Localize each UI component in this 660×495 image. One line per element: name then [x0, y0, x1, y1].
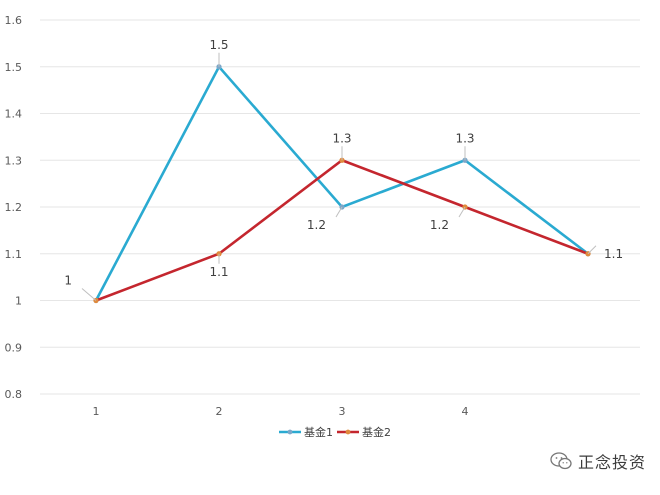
leader-line	[335, 206, 343, 218]
data-label: 1.1	[604, 247, 623, 261]
x-tick-label: 2	[216, 405, 223, 418]
y-axis: 0.8 0.9 1 1.1 1.2 1.3 1.4 1.5 1.6	[5, 14, 23, 401]
data-label: 1.5	[209, 38, 228, 52]
legend-marker	[287, 429, 293, 435]
series-line	[94, 64, 589, 302]
x-tick-label: 4	[462, 405, 469, 418]
data-label: 1.1	[209, 265, 228, 279]
y-tick-label: 1.4	[5, 108, 23, 121]
legend-label: 基金2	[362, 425, 391, 439]
legend-label: 基金1	[304, 425, 333, 439]
watermark-text: 正念投资	[577, 453, 646, 472]
y-tick-label: 1.6	[5, 14, 23, 27]
legend: 基金1 基金2	[279, 425, 391, 439]
data-labels-series-1: 1.5 1.2 1.3	[209, 38, 474, 232]
y-tick-label: 1	[15, 295, 22, 308]
legend-marker	[345, 429, 351, 435]
data-labels-series-2: 1 1.1 1.3 1.2 1.1	[64, 131, 623, 301]
data-label: 1.2	[307, 218, 326, 232]
series-1	[93, 64, 591, 304]
y-tick-label: 1.1	[5, 248, 23, 261]
x-axis: 1 2 3 4	[93, 405, 469, 418]
y-tick-label: 0.9	[5, 341, 23, 354]
series-line	[95, 158, 589, 302]
x-tick-label: 3	[339, 405, 346, 418]
data-label: 1.2	[430, 218, 449, 232]
y-tick-label: 0.8	[5, 388, 23, 401]
series-2	[93, 157, 591, 304]
watermark: 正念投资	[550, 449, 646, 473]
data-label: 1	[64, 274, 72, 288]
leader-line	[81, 288, 97, 301]
wechat-icon	[550, 452, 572, 470]
leader-line	[458, 206, 466, 218]
y-tick-label: 1.2	[5, 201, 23, 214]
leader-line	[587, 245, 597, 255]
data-label: 1.3	[455, 131, 474, 145]
x-tick-label: 1	[93, 405, 100, 418]
y-tick-label: 1.5	[5, 61, 23, 74]
data-label: 1.3	[332, 131, 351, 145]
y-tick-label: 1.3	[5, 154, 23, 167]
